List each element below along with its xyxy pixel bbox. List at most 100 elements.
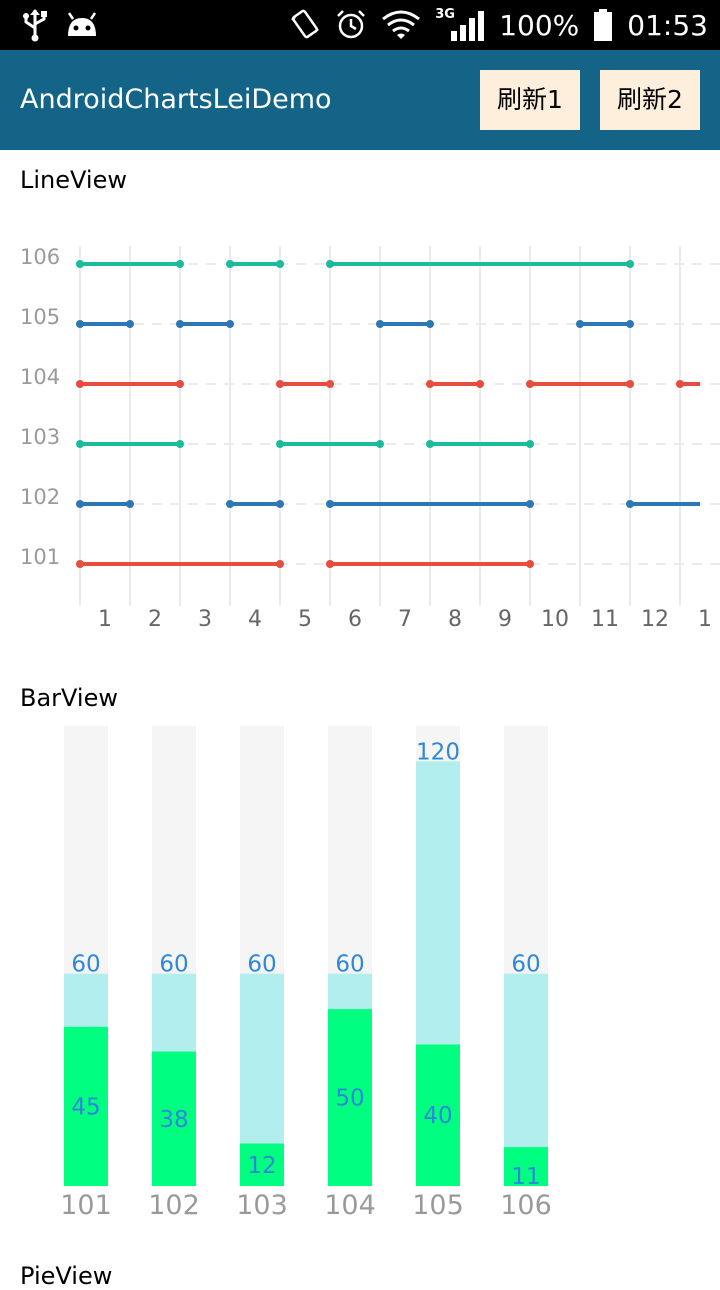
- line-series-point: [326, 260, 334, 268]
- line-x-tick-label: 2: [148, 607, 162, 632]
- bar-value-label: 12: [247, 1153, 276, 1179]
- line-y-tick-label: 106: [20, 245, 60, 269]
- line-series-point: [426, 440, 434, 448]
- line-series-point: [426, 380, 434, 388]
- clock: 01:53: [627, 8, 708, 42]
- bar-total-label: 60: [159, 952, 188, 978]
- line-series-point: [76, 260, 84, 268]
- line-series-point: [176, 260, 184, 268]
- bar-value: [328, 1009, 372, 1186]
- line-series-point: [76, 500, 84, 508]
- lineview-title: LineView: [20, 166, 127, 194]
- bar-category-label: 106: [500, 1190, 552, 1221]
- line-series-point: [526, 560, 534, 568]
- bar-value: [416, 1044, 460, 1186]
- line-x-tick-label: 8: [448, 607, 462, 632]
- alarm-icon: [337, 10, 366, 39]
- line-series-point: [226, 500, 234, 508]
- status-bar: 3G 100% 01:53: [0, 0, 720, 50]
- line-x-tick-label: 11: [591, 607, 619, 632]
- vibrate-icon: [291, 9, 320, 39]
- bar-value: [504, 1147, 548, 1186]
- bar-category-label: 102: [148, 1190, 200, 1221]
- line-series-point: [276, 380, 284, 388]
- battery-icon: [594, 9, 613, 41]
- line-series-point: [376, 320, 384, 328]
- bar-value: [240, 1143, 284, 1186]
- line-series-point: [476, 380, 484, 388]
- line-y-tick-label: 104: [20, 365, 60, 389]
- app-bar: AndroidChartsLeiDemo 刷新1 刷新2: [0, 50, 720, 150]
- barview-title: BarView: [20, 684, 118, 712]
- line-series-point: [626, 320, 634, 328]
- line-series-point: [426, 320, 434, 328]
- refresh1-button[interactable]: 刷新1: [480, 70, 580, 130]
- line-series-point: [176, 440, 184, 448]
- bar-value: [64, 1026, 108, 1186]
- line-series-point: [376, 440, 384, 448]
- line-y-tick-label: 102: [20, 485, 60, 509]
- bar-total-label: 60: [511, 952, 540, 978]
- line-y-tick-label: 105: [20, 305, 60, 329]
- line-series-point: [126, 320, 134, 328]
- usb-icon: [23, 9, 47, 42]
- bar-value-label: 38: [159, 1107, 188, 1133]
- line-series-point: [226, 260, 234, 268]
- line-x-tick-label: 6: [348, 607, 362, 632]
- pieview-title: PieView: [20, 1262, 113, 1290]
- line-series-point: [326, 380, 334, 388]
- line-series-point: [526, 500, 534, 508]
- line-series-point: [326, 560, 334, 568]
- bar-total-label: 60: [335, 952, 364, 978]
- wifi-icon: [382, 10, 421, 39]
- bar-total-label: 120: [416, 739, 460, 765]
- bar-category-label: 105: [412, 1190, 464, 1221]
- line-x-tick-label: 7: [398, 607, 412, 632]
- bar-value-label: 50: [335, 1086, 364, 1112]
- line-series-point: [276, 260, 284, 268]
- line-y-tick-label: 101: [20, 545, 60, 569]
- line-x-tick-label: 1: [98, 607, 112, 632]
- bar-value: [152, 1051, 196, 1186]
- line-series-point: [76, 440, 84, 448]
- line-series-point: [76, 320, 84, 328]
- line-series-point: [626, 260, 634, 268]
- bar-value-label: 45: [71, 1094, 100, 1120]
- signal-icon: [451, 11, 485, 41]
- bar-chart: 60 45 101 60 38 102 60 12 103 60 50 104 120 40 105 60 11…: [60, 726, 552, 1221]
- line-x-tick-label: 5: [298, 607, 312, 632]
- bar-category-label: 103: [236, 1190, 288, 1221]
- line-x-tick-label: 10: [541, 607, 569, 632]
- bar-total-label: 60: [247, 952, 276, 978]
- bar-category-label: 101: [60, 1190, 112, 1221]
- refresh2-button[interactable]: 刷新2: [600, 70, 700, 130]
- line-series-point: [76, 380, 84, 388]
- line-series-point: [576, 320, 584, 328]
- line-x-tick-label: 9: [498, 607, 512, 632]
- line-series-point: [626, 500, 634, 508]
- android-icon: [67, 12, 97, 36]
- line-x-tick-label: 1: [698, 607, 712, 632]
- line-series-point: [126, 500, 134, 508]
- line-series-point: [226, 320, 234, 328]
- line-y-tick-label: 103: [20, 425, 60, 449]
- battery-percent: 100%: [499, 8, 580, 42]
- signal-indicator: 3G: [435, 7, 485, 43]
- line-x-tick-label: 4: [248, 607, 262, 632]
- line-series-point: [526, 380, 534, 388]
- line-series-point: [276, 440, 284, 448]
- line-series-point: [276, 500, 284, 508]
- bar-value-label: 40: [423, 1103, 452, 1129]
- bar-value-label: 11: [511, 1164, 540, 1190]
- line-x-tick-label: 12: [641, 607, 669, 632]
- bar-category-label: 104: [324, 1190, 376, 1221]
- line-series-point: [276, 560, 284, 568]
- line-series-point: [326, 500, 334, 508]
- line-series-point: [676, 380, 684, 388]
- line-series-point: [76, 560, 84, 568]
- bar-total-label: 60: [71, 952, 100, 978]
- line-series-point: [626, 380, 634, 388]
- line-series-point: [176, 380, 184, 388]
- app-title: AndroidChartsLeiDemo: [20, 84, 332, 115]
